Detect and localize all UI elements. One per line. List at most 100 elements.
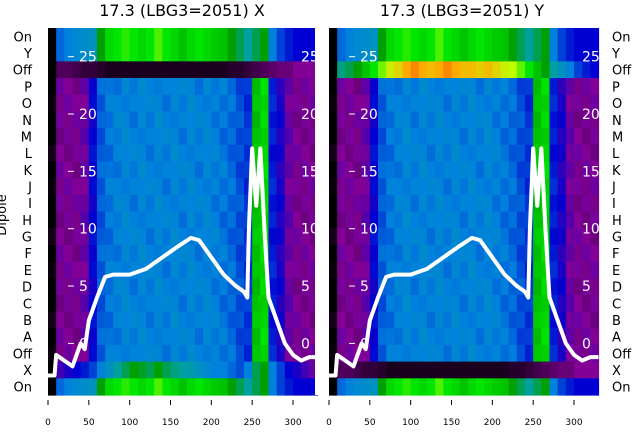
heatmap-cell bbox=[105, 278, 114, 296]
heatmap-cell bbox=[435, 278, 444, 296]
heatmap-cell bbox=[402, 244, 412, 263]
heatmap-cell bbox=[203, 61, 212, 79]
heatmap-cell bbox=[105, 78, 114, 96]
heatmap-cell bbox=[309, 211, 319, 229]
heatmap-cell bbox=[329, 44, 338, 62]
heatmap-cell bbox=[211, 44, 221, 62]
heatmap-cell bbox=[525, 61, 534, 79]
heatmap-cell bbox=[533, 378, 542, 396]
heatmap-cell bbox=[268, 278, 278, 296]
heatmap-cell bbox=[565, 78, 575, 96]
heatmap-cell bbox=[590, 128, 600, 146]
heatmap-cell bbox=[276, 294, 286, 313]
heatmap-cell bbox=[252, 44, 261, 62]
heatmap-cell bbox=[235, 311, 245, 329]
heatmap-cell bbox=[557, 228, 567, 246]
heatmap-cell bbox=[252, 278, 261, 296]
heatmap-cell bbox=[574, 244, 583, 263]
heatmap-cell bbox=[541, 94, 551, 113]
heatmap-cell bbox=[105, 111, 114, 129]
heatmap-cell bbox=[557, 261, 567, 279]
heatmap-cell bbox=[459, 44, 469, 62]
heatmap-cell bbox=[211, 111, 221, 129]
heatmap-cell bbox=[533, 78, 542, 96]
heatmap-cell bbox=[97, 44, 106, 62]
row-label-left: H bbox=[22, 214, 32, 229]
heatmap-cell bbox=[353, 228, 363, 246]
heatmap-cell bbox=[443, 44, 453, 62]
heatmap-cell bbox=[170, 161, 180, 179]
heatmap-cell bbox=[48, 161, 57, 179]
heatmap-cell bbox=[549, 178, 559, 196]
heatmap-cell bbox=[337, 144, 346, 163]
heatmap-cell bbox=[459, 328, 469, 346]
heatmap-cell bbox=[369, 161, 379, 179]
heatmap-cell bbox=[378, 28, 387, 46]
heatmap-cell bbox=[301, 28, 310, 46]
heatmap-cell bbox=[378, 61, 387, 79]
heatmap-cell bbox=[508, 294, 518, 313]
row-label-left: F bbox=[25, 247, 32, 262]
heatmap-cell bbox=[146, 144, 155, 163]
heatmap-cell bbox=[549, 161, 559, 179]
heatmap-cell bbox=[56, 344, 65, 363]
heatmap-cell bbox=[56, 261, 65, 279]
heatmap-cell bbox=[467, 294, 477, 313]
heatmap-cell bbox=[378, 178, 387, 196]
heatmap-cell bbox=[252, 94, 261, 113]
heatmap-cell bbox=[394, 111, 404, 129]
heatmap-cell bbox=[329, 144, 338, 163]
heatmap-cell bbox=[97, 161, 106, 179]
row-label-left: J bbox=[27, 180, 32, 195]
heatmap-cell bbox=[549, 61, 559, 79]
heatmap-cell bbox=[88, 111, 98, 129]
heatmap-cell bbox=[227, 378, 237, 396]
heatmap-cell bbox=[293, 128, 302, 146]
heatmap-cell bbox=[329, 361, 338, 379]
heatmap-cell bbox=[137, 211, 147, 229]
heatmap-cell bbox=[235, 178, 245, 196]
heatmap-cell bbox=[508, 278, 518, 296]
heatmap-cell bbox=[219, 328, 229, 346]
heatmap-cell bbox=[443, 328, 453, 346]
heatmap-cell bbox=[590, 261, 600, 279]
overlay-tick-label: 25 bbox=[360, 50, 378, 66]
heatmap-cell bbox=[369, 144, 379, 163]
heatmap-cell bbox=[533, 344, 542, 363]
heatmap-cell bbox=[582, 61, 591, 79]
heatmap-cell bbox=[252, 28, 261, 46]
heatmap-cell bbox=[244, 161, 253, 179]
heatmap-cell bbox=[244, 144, 253, 163]
heatmap-cell bbox=[88, 28, 98, 46]
heatmap-cell bbox=[276, 361, 286, 379]
heatmap-cell bbox=[516, 244, 526, 263]
heatmap-cell bbox=[369, 61, 379, 79]
heatmap-cell bbox=[137, 228, 147, 246]
heatmap-cell bbox=[48, 94, 57, 113]
heatmap-cell bbox=[113, 161, 123, 179]
heatmap-cell bbox=[435, 28, 444, 46]
heatmap-cell bbox=[56, 278, 65, 296]
heatmap-cell bbox=[394, 178, 404, 196]
heatmap-cell bbox=[154, 311, 163, 329]
heatmap-cell bbox=[467, 244, 477, 263]
heatmap-cell bbox=[541, 361, 551, 379]
heatmap-cell bbox=[268, 178, 278, 196]
heatmap-cell bbox=[276, 178, 286, 196]
heatmap-cell bbox=[557, 61, 567, 79]
heatmap-cell bbox=[211, 294, 221, 313]
heatmap-cell bbox=[369, 94, 379, 113]
heatmap-cell bbox=[467, 161, 477, 179]
heatmap-cell bbox=[121, 294, 131, 313]
heatmap-cell bbox=[590, 311, 600, 329]
heatmap-cell bbox=[410, 261, 420, 279]
heatmap-cell bbox=[582, 178, 591, 196]
heatmap-cell bbox=[268, 378, 278, 396]
heatmap-cell bbox=[48, 144, 57, 163]
heatmap-cell bbox=[293, 111, 302, 129]
heatmap-cell bbox=[549, 144, 559, 163]
heatmap-cell bbox=[492, 311, 502, 329]
heatmap-cell bbox=[276, 378, 286, 396]
heatmap-cell bbox=[203, 378, 212, 396]
heatmap-cell bbox=[574, 144, 583, 163]
